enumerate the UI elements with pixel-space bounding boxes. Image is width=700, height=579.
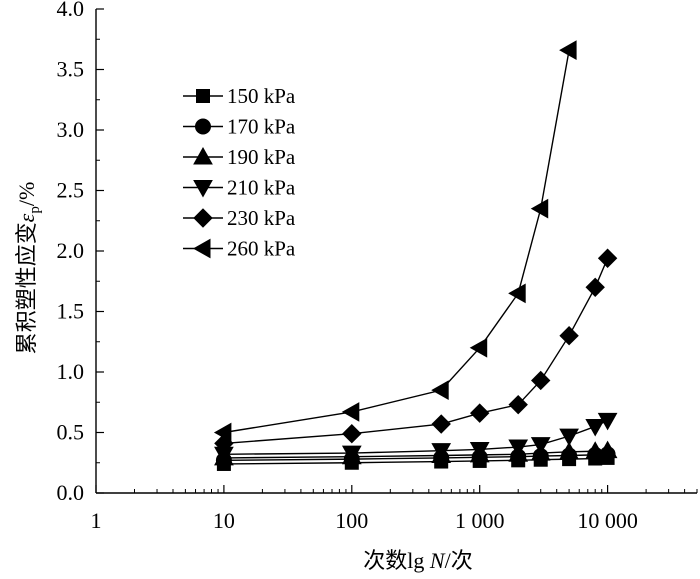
data-point [508, 394, 528, 415]
legend: 150 kPa 170 kPa 190 kPa 210 kPa 230 kPa 260 k… [183, 84, 296, 261]
y-tick-label: 2.0 [57, 238, 85, 263]
series-260-kpa [213, 40, 577, 443]
x-tick-label: 100 [335, 508, 368, 533]
data-point [341, 402, 360, 422]
data-point [431, 443, 452, 461]
legend-marker [193, 208, 213, 228]
y-tick-label: 4.0 [57, 0, 85, 21]
legend-label: 170 kPa [227, 115, 296, 139]
y-tick-label: 3.0 [57, 117, 85, 142]
data-point [431, 380, 449, 401]
y-tick-label: 1.5 [57, 299, 85, 324]
legend-label: 230 kPa [227, 206, 296, 230]
data-point [213, 422, 232, 443]
data-point [559, 441, 579, 460]
legend-item: 150 kPa [183, 84, 296, 108]
series-line [223, 257, 609, 445]
legend-label: 150 kPa [227, 84, 296, 108]
y-tick-label: 3.5 [57, 57, 85, 82]
data-point [559, 428, 579, 447]
data-point [597, 412, 618, 431]
data-point [431, 414, 451, 434]
series-layer [213, 40, 618, 471]
data-point [597, 440, 618, 459]
series-210-kpa [214, 412, 618, 465]
data-point [585, 441, 606, 459]
data-point [585, 418, 606, 437]
legend-marker [193, 146, 213, 165]
series-230-kpa [214, 248, 618, 454]
legend-marker [195, 118, 211, 135]
data-point [341, 445, 362, 464]
data-point [530, 198, 549, 219]
legend-item: 170 kPa [183, 115, 296, 139]
x-tick-label: 10 [213, 508, 235, 533]
data-point [342, 424, 362, 444]
data-point [469, 337, 488, 358]
x-tick-label: 10 000 [577, 508, 638, 533]
data-point [469, 441, 490, 460]
data-point [508, 439, 529, 458]
y-axis-title: 累积塑性应变εp/% [14, 182, 43, 355]
data-point [559, 40, 577, 60]
data-point [597, 248, 618, 268]
data-point [559, 325, 579, 346]
data-point [508, 283, 526, 304]
y-tick-label: 1.0 [57, 359, 85, 384]
y-tick-label: 2.5 [57, 178, 85, 203]
x-axis-title: 次数lg N/次 [363, 548, 472, 573]
x-tick-label: 1 000 [455, 508, 505, 533]
data-point [469, 403, 490, 423]
legend-label: 210 kPa [227, 176, 296, 200]
data-point [530, 437, 551, 455]
legend-marker [192, 238, 211, 259]
legend-item: 230 kPa [183, 206, 296, 230]
y-tick-label: 0.5 [57, 420, 85, 445]
legend-label: 260 kPa [227, 237, 296, 261]
legend-marker [193, 180, 213, 198]
legend-item: 190 kPa [183, 145, 296, 169]
legend-marker [196, 89, 210, 103]
axes: 0.0 0.5 1.0 1.5 2.0 2.5 3.0 3.5 4.0 1 10 100 1 000 10… [57, 0, 698, 533]
data-point [585, 277, 605, 298]
data-point [531, 370, 551, 391]
legend-item: 210 kPa [183, 176, 296, 200]
x-tick-label: 1 [91, 508, 102, 533]
legend-label: 190 kPa [227, 145, 296, 169]
y-tick-label: 0.0 [57, 480, 85, 505]
legend-item: 260 kPa [183, 237, 296, 261]
